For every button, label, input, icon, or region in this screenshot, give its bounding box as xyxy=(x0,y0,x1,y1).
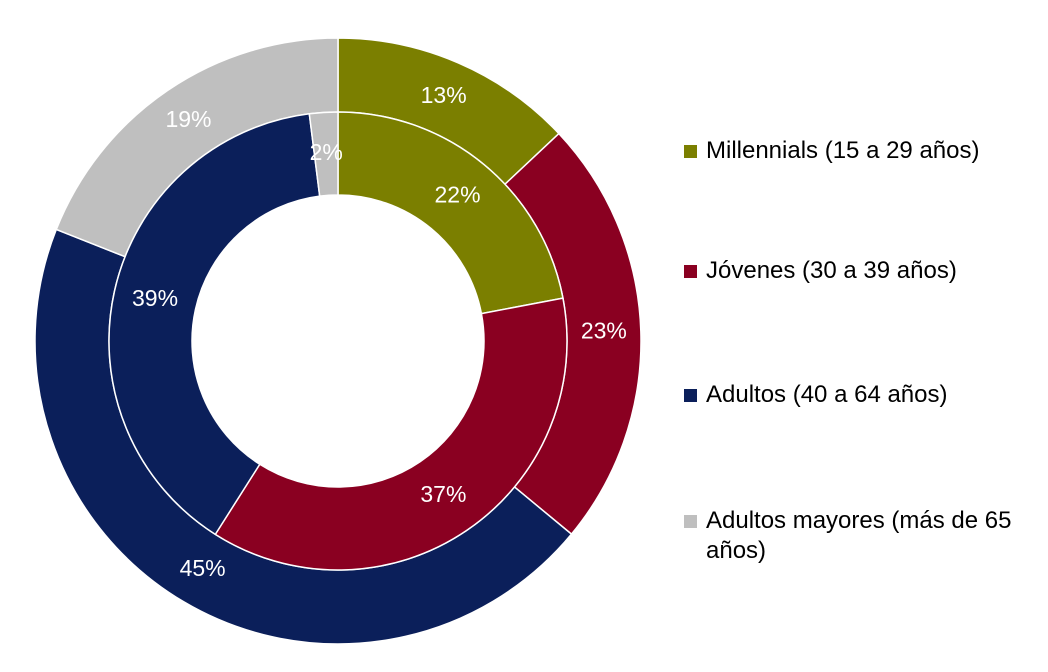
data-label: 39% xyxy=(132,285,178,311)
legend-swatch xyxy=(684,515,697,528)
legend-item: Adultos mayores (más de 65 años) xyxy=(684,506,1034,566)
legend-item: Jóvenes (30 a 39 años) xyxy=(684,256,1034,286)
legend-label: Jóvenes (30 a 39 años) xyxy=(706,257,957,284)
legend-swatch xyxy=(684,265,697,278)
legend-swatch xyxy=(684,145,697,158)
data-label: 19% xyxy=(165,106,211,132)
legend-label: Millennials (15 a 29 años) xyxy=(706,137,980,164)
donut-segment xyxy=(108,112,321,536)
data-label: 13% xyxy=(421,82,467,108)
donut-segment xyxy=(337,111,564,315)
legend-item: Adultos (40 a 64 años) xyxy=(684,380,1034,410)
data-label: 45% xyxy=(180,555,226,581)
donut-segment xyxy=(214,297,568,571)
donut-segment xyxy=(308,111,339,197)
data-label: 2% xyxy=(310,139,343,165)
legend-swatch xyxy=(684,389,697,402)
data-label: 23% xyxy=(581,318,627,344)
legend-label: Adultos (40 a 64 años) xyxy=(706,381,948,408)
legend-item: Millennials (15 a 29 años) xyxy=(684,136,1034,166)
legend-label: Adultos mayores (más de 65 años) xyxy=(706,507,1012,564)
data-label: 37% xyxy=(420,481,466,507)
donut-chart: 13% 23% 45% 19% 22% 37% 39% 2% xyxy=(34,37,642,645)
data-label: 22% xyxy=(434,182,480,208)
